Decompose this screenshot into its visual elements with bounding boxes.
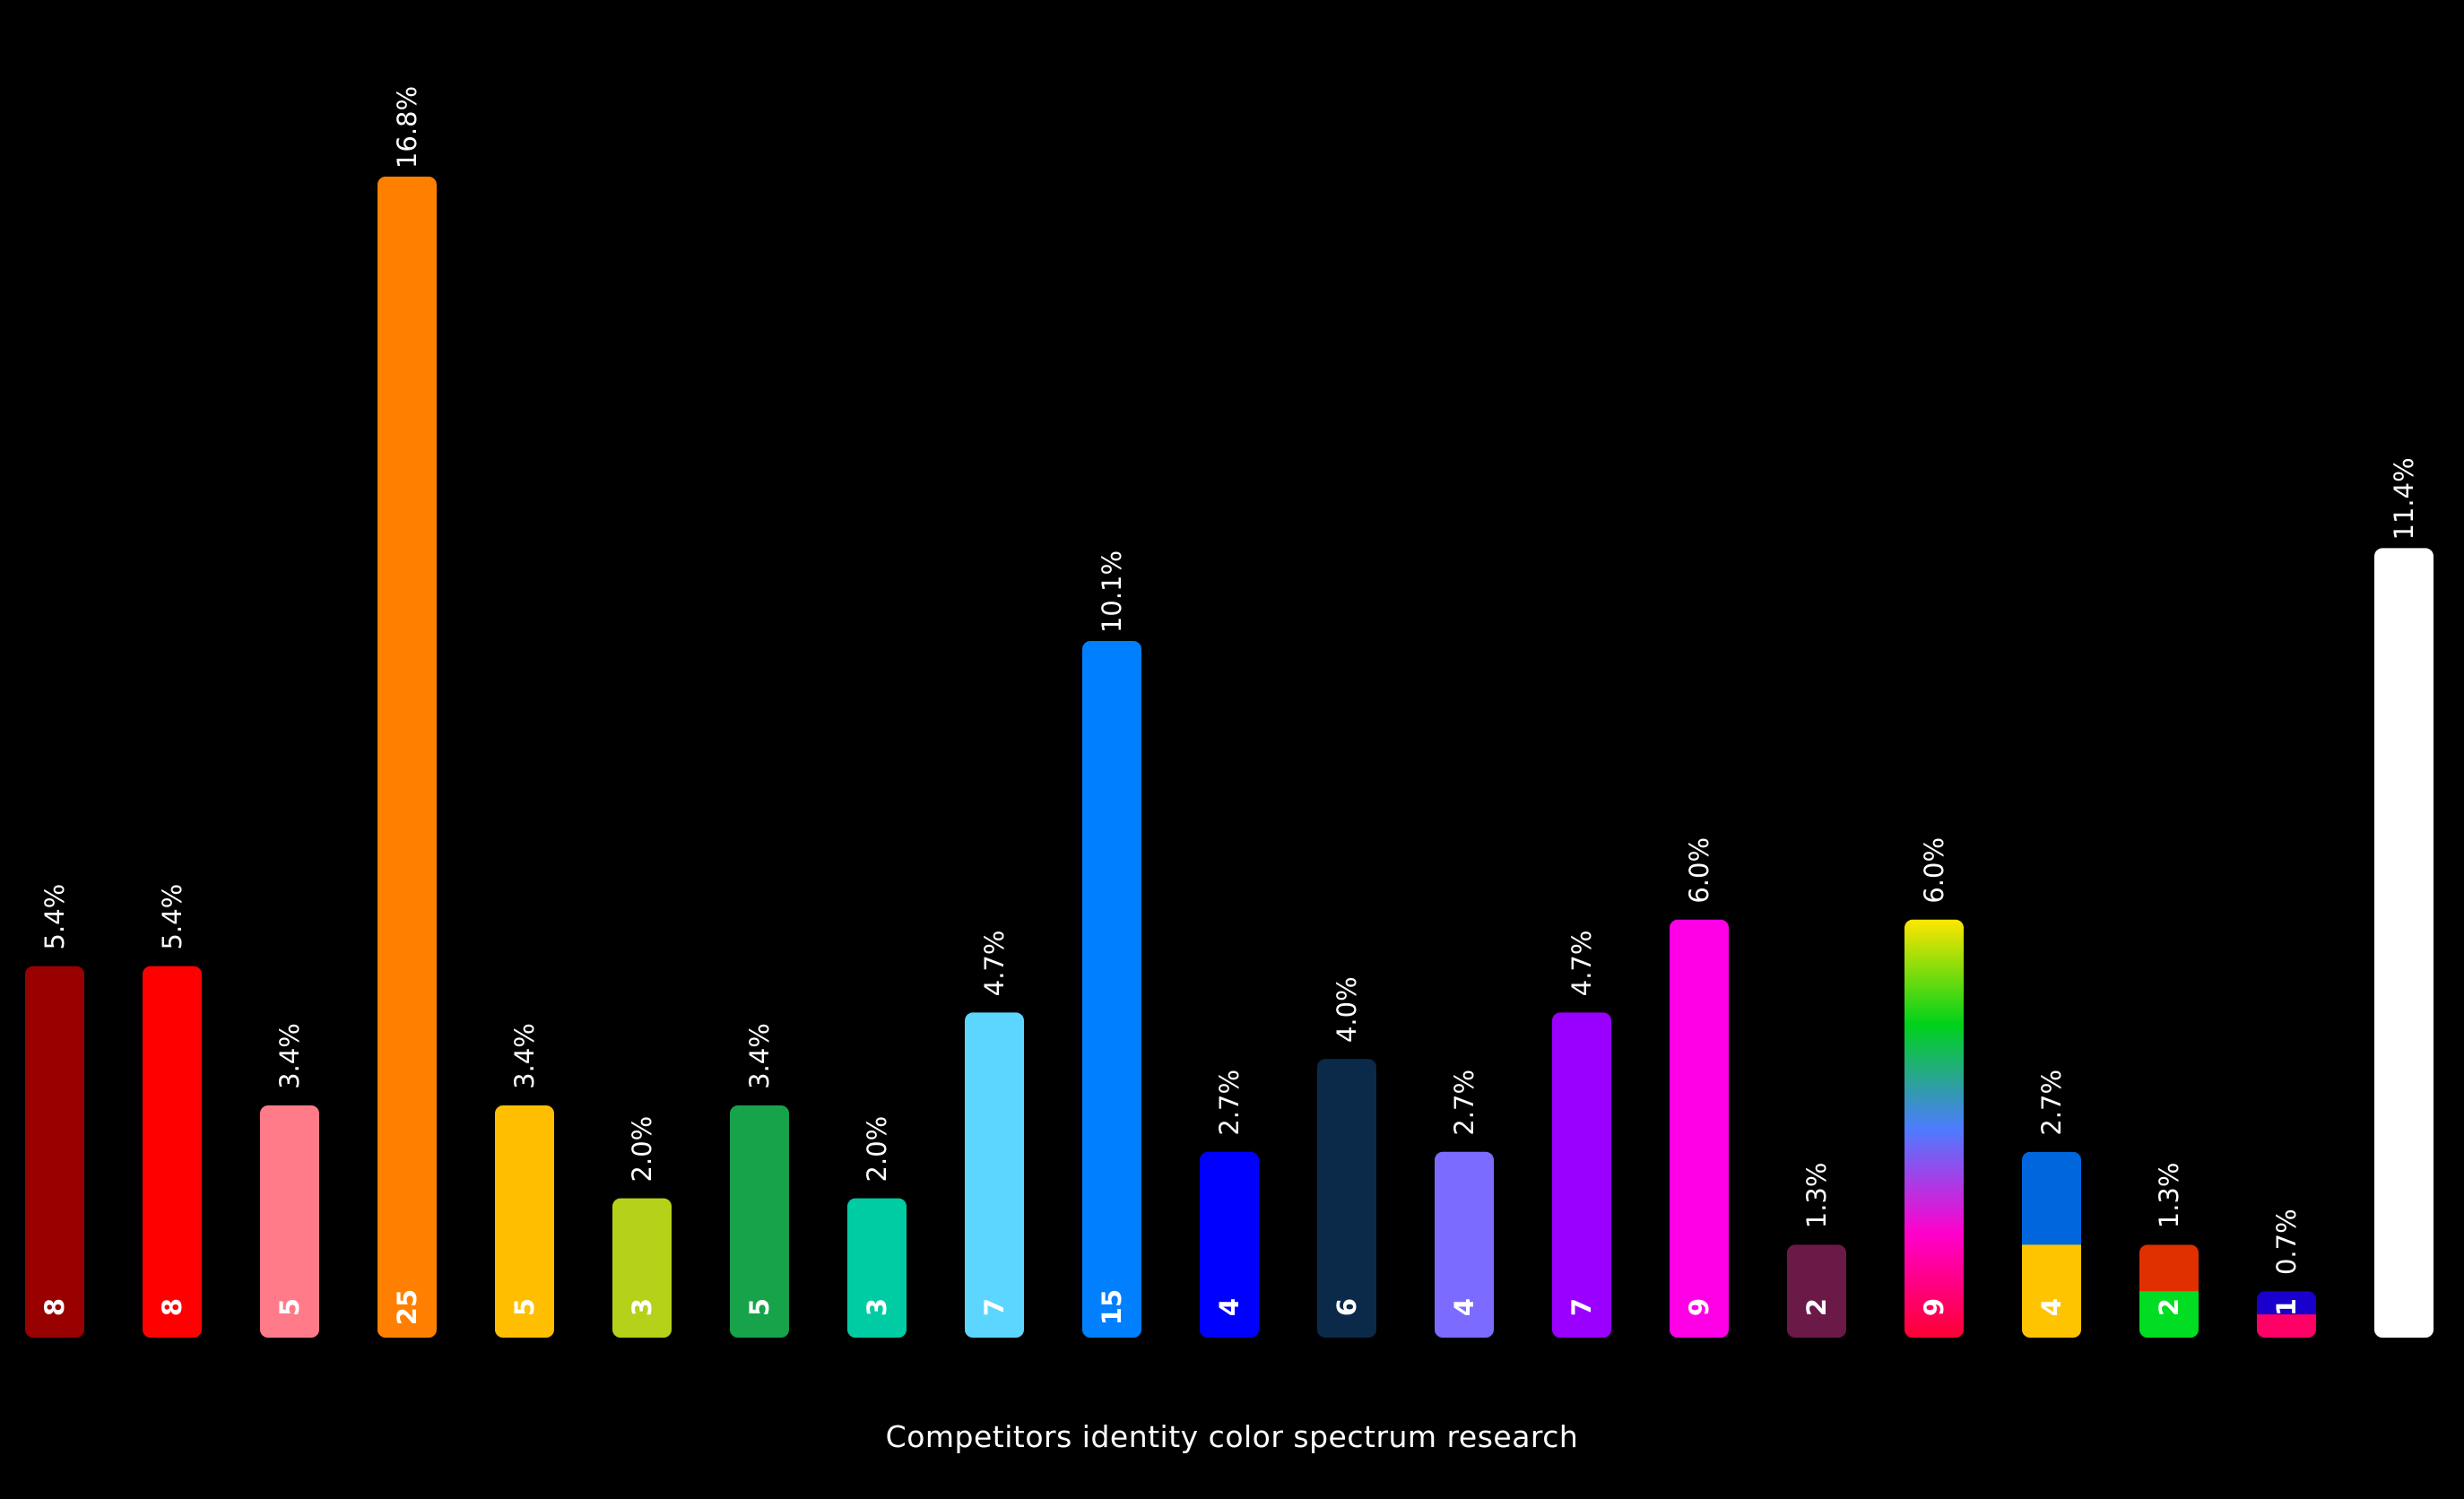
- bar-group: 8 5.4%: [25, 884, 84, 1338]
- bar-segment: [2139, 1244, 2199, 1292]
- bar-segment: [2022, 1151, 2081, 1245]
- bar-value-label: 2: [1801, 1298, 1832, 1316]
- bar-value-label: 8: [157, 1298, 187, 1316]
- bar-percent-label: 2.7%: [1214, 1070, 1245, 1136]
- bar-percent-label: 2.7%: [2036, 1070, 2067, 1136]
- bar-group: 7 4.7%: [1552, 931, 1611, 1338]
- bar: [2257, 1291, 2316, 1338]
- bar-value-label: 8: [39, 1298, 70, 1316]
- bar-value-label: 15: [1097, 1289, 1127, 1325]
- bar: [25, 966, 84, 1338]
- bar-group: 4 2.7%: [1435, 1070, 1494, 1338]
- bar-percent-label: 2.0%: [627, 1116, 657, 1183]
- bar-percent-label: 3.4%: [274, 1023, 305, 1089]
- bar-percent-label: 3.4%: [744, 1023, 775, 1089]
- bar: [377, 177, 437, 1338]
- bar-percent-label: 11.4%: [2389, 457, 2419, 540]
- bar-segment: [2257, 1291, 2316, 1315]
- bar: [1435, 1151, 1494, 1338]
- bar-percent-label: 10.1%: [1097, 550, 1127, 633]
- bar-percent-label: 4.7%: [979, 931, 1010, 997]
- bar-group: 5 3.4%: [495, 1023, 554, 1338]
- bar: [612, 1198, 672, 1338]
- bar: [2374, 548, 2434, 1338]
- bar-segment: [2022, 1244, 2081, 1339]
- bar: [2022, 1151, 2081, 1339]
- bar-percent-label: 5.4%: [39, 884, 70, 950]
- bar-group: 5 3.4%: [730, 1023, 789, 1338]
- bar-group: 1 0.7%: [2257, 1209, 2316, 1338]
- bars-layer: 8 5.4% 8 5.4% 5 3.4% 25 16.8% 5 3.4% 3 2.0% 5 3.4% 3 2.…: [25, 86, 2434, 1339]
- bar-group: 8 5.4%: [143, 884, 202, 1338]
- bar: [2139, 1244, 2199, 1339]
- bar-percent-label: 1.3%: [2154, 1163, 2184, 1229]
- bar: [495, 1105, 554, 1338]
- bar-group: 9 6.0%: [1670, 837, 1729, 1338]
- bar-segment: [2139, 1291, 2199, 1339]
- bar: [1200, 1151, 1259, 1338]
- bar: [1670, 919, 1729, 1338]
- bar-group: 2 1.3%: [1787, 1163, 1846, 1338]
- bar-value-label: 25: [392, 1289, 422, 1325]
- bar-group: 15 10.1%: [1082, 550, 1141, 1338]
- bar: [143, 966, 202, 1338]
- chart-title: Competitors identity color spectrum rese…: [885, 1419, 1579, 1454]
- bar: [1082, 641, 1141, 1338]
- bar-group: 6 4.0%: [1317, 976, 1376, 1338]
- bar-group: 4 2.7%: [2022, 1070, 2081, 1339]
- bar-value-label: 6: [1332, 1298, 1362, 1316]
- bar: [1904, 919, 1964, 1338]
- bar-value-label: 5: [509, 1298, 540, 1316]
- bar-value-label: 2: [2154, 1298, 2184, 1316]
- bar-value-label: 5: [744, 1298, 775, 1316]
- bar-value-label: 7: [1566, 1298, 1597, 1316]
- bar-percent-label: 1.3%: [1801, 1163, 1832, 1229]
- bar: [1552, 1012, 1611, 1338]
- bar-group: 4 2.7%: [1200, 1070, 1259, 1338]
- bar-group: 25 16.8%: [377, 86, 437, 1338]
- bar-value-label: 9: [1919, 1298, 1949, 1316]
- bar-group: 2 1.3%: [2139, 1163, 2199, 1339]
- bar-value-label: 3: [627, 1298, 657, 1316]
- bar-value-label: 4: [1214, 1298, 1245, 1316]
- bar: [1787, 1244, 1846, 1338]
- bar-value-label: 5: [274, 1298, 305, 1316]
- bar-group: 7 4.7%: [965, 931, 1024, 1338]
- bar-percent-label: 4.0%: [1332, 976, 1362, 1043]
- bar-group: 11.4%: [2374, 457, 2434, 1338]
- bar-group: 3 2.0%: [847, 1116, 907, 1338]
- bar-value-label: 1: [2271, 1298, 2302, 1316]
- bar-value-label: 7: [979, 1298, 1010, 1316]
- bar-segment: [2257, 1314, 2316, 1338]
- bar-group: 9 6.0%: [1904, 837, 1964, 1338]
- bar-percent-label: 6.0%: [1684, 837, 1714, 904]
- bar-percent-label: 2.7%: [1449, 1070, 1479, 1136]
- bar-percent-label: 2.0%: [862, 1116, 892, 1183]
- bar-percent-label: 5.4%: [157, 884, 187, 950]
- bar-percent-label: 4.7%: [1566, 931, 1597, 997]
- bar: [1317, 1059, 1376, 1338]
- bar-value-label: 4: [2036, 1298, 2067, 1316]
- bar-percent-label: 6.0%: [1919, 837, 1949, 904]
- bar: [260, 1105, 319, 1338]
- bar-value-label: 4: [1449, 1298, 1479, 1316]
- bar-group: 5 3.4%: [260, 1023, 319, 1338]
- bar-percent-label: 16.8%: [392, 86, 422, 169]
- bar: [847, 1198, 907, 1338]
- bar-group: 3 2.0%: [612, 1116, 672, 1338]
- bar: [730, 1105, 789, 1338]
- bar-percent-label: 0.7%: [2271, 1209, 2302, 1275]
- bar-value-label: 3: [862, 1298, 892, 1316]
- bar-value-label: 9: [1684, 1298, 1714, 1316]
- bar-percent-label: 3.4%: [509, 1023, 540, 1089]
- bar: [965, 1012, 1024, 1338]
